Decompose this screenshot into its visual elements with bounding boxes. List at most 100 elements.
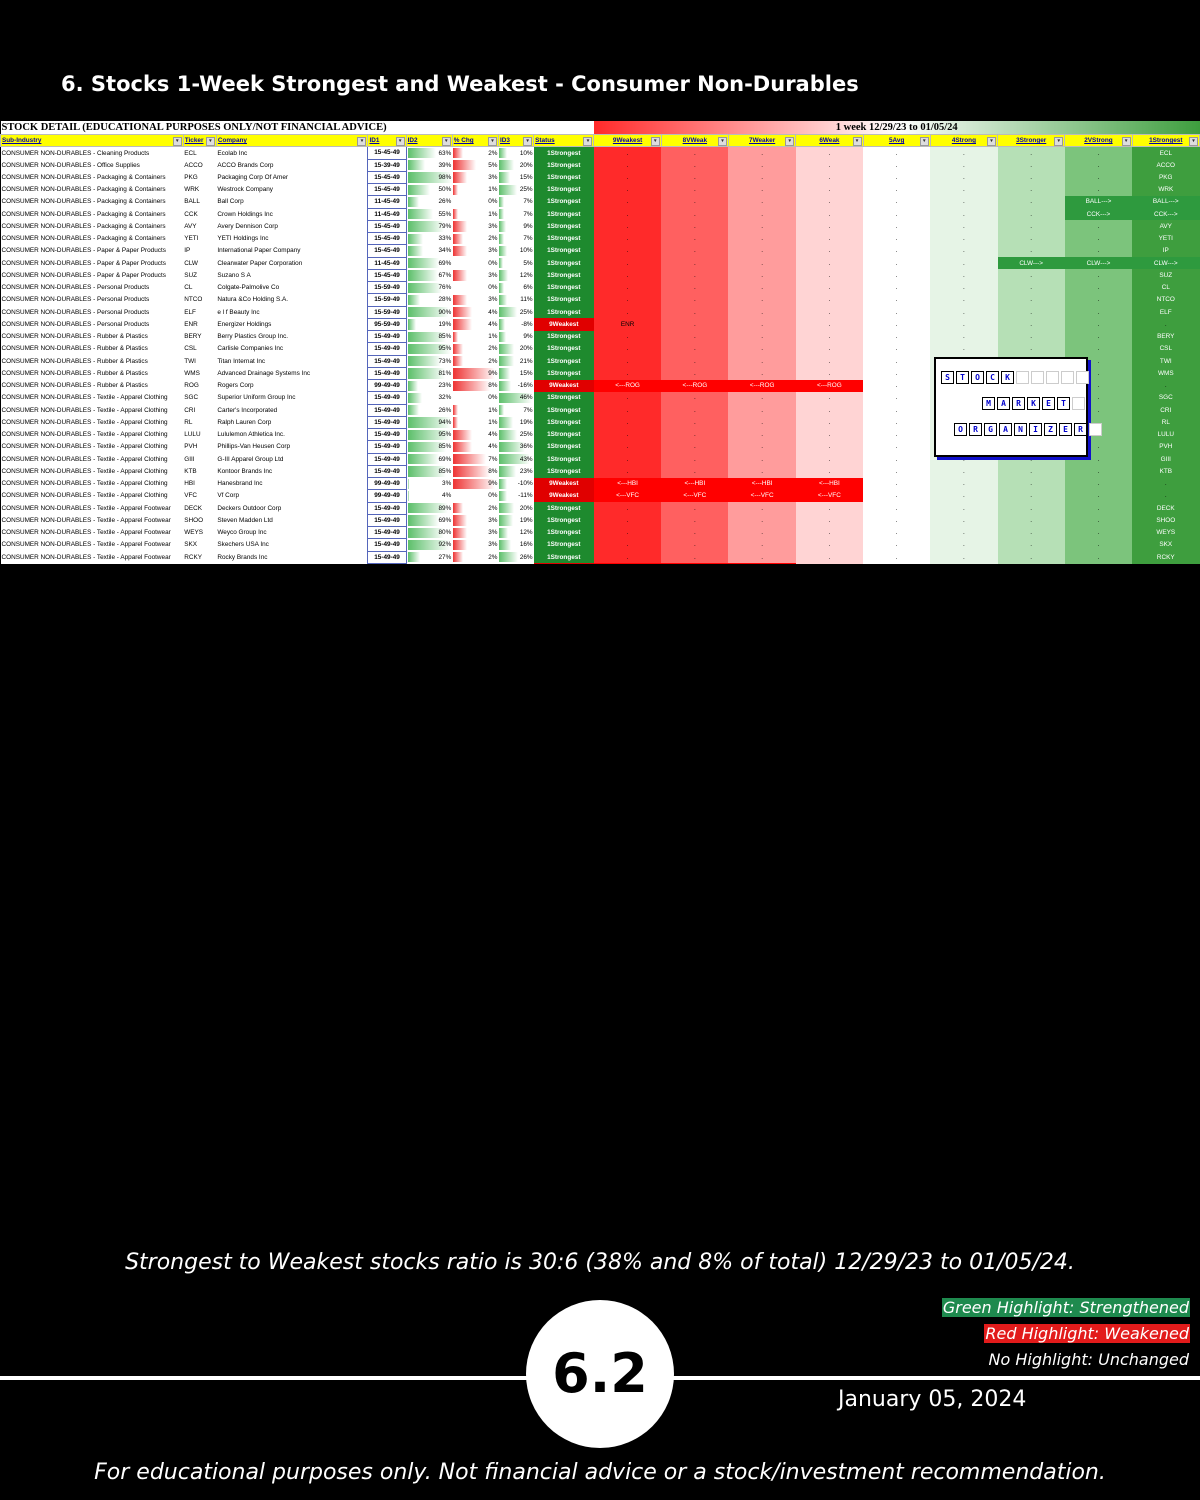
cell-id3: 16% (498, 538, 534, 551)
cell-id1: 15-59-49 (367, 280, 407, 295)
column-header[interactable]: Ticker ▾ (182, 133, 217, 148)
column-header[interactable]: 7Weaker ▾ (727, 133, 797, 148)
filter-dropdown-icon[interactable]: ▾ (357, 137, 367, 146)
table-row: CONSUMER NON-DURABLES - Cleaning Product… (0, 146, 1200, 160)
column-header[interactable]: 5Avg ▾ (862, 133, 931, 148)
cell-pct-chg: 8% (452, 465, 499, 478)
cell-rating: . (930, 183, 998, 196)
column-header[interactable]: 3Stronger ▾ (997, 133, 1066, 148)
filter-dropdown-icon[interactable]: ▾ (1121, 137, 1131, 146)
cell-ticker: BALL (183, 195, 217, 208)
cell-rating: <---HBI (661, 477, 729, 490)
cell-id3-value: 7% (523, 235, 533, 243)
cell-rating: . (593, 281, 662, 294)
cell-id2-value: 39% (438, 161, 452, 169)
cell-rating: . (795, 526, 864, 539)
cell-rating: . (863, 159, 931, 172)
cell-pct-chg-bar (453, 307, 472, 318)
column-header[interactable]: 8VWeak ▾ (660, 133, 729, 148)
filter-dropdown-icon[interactable]: ▾ (395, 137, 405, 146)
cell-id1: 15-49-49 (367, 501, 407, 515)
filter-dropdown-icon[interactable]: ▾ (441, 137, 451, 146)
cell-id2: 4% (406, 489, 453, 502)
cell-rating: <---HBI (795, 477, 864, 490)
filter-dropdown-icon[interactable]: ▾ (919, 137, 929, 146)
cell-id3: 20% (498, 159, 534, 172)
cell-id2-bar (407, 172, 453, 183)
filter-dropdown-icon[interactable]: ▾ (1189, 137, 1198, 146)
filter-dropdown-icon[interactable]: ▾ (785, 137, 795, 146)
column-header[interactable]: 2VStrong ▾ (1064, 133, 1133, 148)
column-header[interactable]: ID2 ▾ (405, 133, 453, 148)
column-header[interactable]: % Chg ▾ (451, 133, 499, 148)
filter-dropdown-icon[interactable]: ▾ (1054, 137, 1064, 146)
filter-dropdown-icon[interactable]: ▾ (523, 137, 533, 146)
cell-id2: 69% (406, 257, 453, 270)
filter-dropdown-icon[interactable]: ▾ (717, 137, 727, 146)
cell-rating: . (661, 514, 729, 527)
cell-company: Rogers Corp (216, 379, 368, 392)
cell-ticker: ACCO (183, 159, 217, 172)
filter-dropdown-icon[interactable]: ▾ (583, 137, 593, 146)
cell-pct-chg-value: 1% (488, 186, 498, 194)
cell-company: Westrock Company (216, 183, 368, 196)
cell-id3: 43% (498, 453, 534, 466)
cell-rating: <---ROG (661, 379, 729, 392)
cell-rating: . (661, 171, 729, 184)
cell-id3-value: 25% (519, 308, 533, 316)
column-header[interactable]: 6Weak ▾ (795, 133, 864, 148)
cell-id2: 3% (406, 477, 453, 490)
cell-rating: . (795, 502, 864, 515)
filter-dropdown-icon[interactable]: ▾ (987, 137, 997, 146)
cell-rating: LULU (1132, 428, 1200, 441)
column-header[interactable]: Sub-Industry ▾ (0, 133, 184, 148)
cell-company: Hanesbrand Inc (216, 477, 368, 490)
cell-pct-chg-value: 4% (488, 431, 498, 439)
cell-rating: . (997, 465, 1065, 478)
cell-company: Lululemon Athletica Inc. (216, 428, 368, 441)
cell-id2-value: 76% (438, 284, 452, 292)
filter-dropdown-icon[interactable]: ▾ (172, 137, 182, 146)
cell-rating: . (728, 355, 796, 368)
cell-pct-chg: 9% (452, 477, 499, 490)
cell-id2-value: 34% (438, 247, 452, 255)
filter-dropdown-icon[interactable]: ▾ (650, 137, 660, 146)
stock-detail-sheet: STOCK DETAIL (EDUCATIONAL PURPOSES ONLY/… (0, 121, 1200, 564)
table-row: CONSUMER NON-DURABLES - Office Supplies A… (0, 158, 1200, 172)
cell-id2: 26% (406, 195, 453, 208)
cell-id1: 15-45-49 (367, 182, 407, 197)
cell-id3-bar (499, 331, 506, 342)
column-header[interactable]: ID3 ▾ (497, 133, 535, 148)
cell-rating: . (661, 465, 729, 478)
cell-id2-value: 69% (438, 455, 452, 463)
cell-id2-bar (407, 245, 424, 256)
cell-id2-value: 81% (438, 369, 452, 377)
column-header[interactable]: ID1 ▾ (367, 133, 407, 148)
column-header[interactable]: Status ▾ (533, 133, 595, 148)
filter-dropdown-icon[interactable]: ▾ (487, 137, 497, 146)
cell-pct-chg-bar (453, 405, 458, 416)
cell-id2-value: 85% (438, 467, 452, 475)
cell-id3: 10% (498, 244, 534, 257)
column-header[interactable]: 9Weakest ▾ (593, 133, 662, 148)
cell-rating: . (661, 330, 729, 343)
cell-rating: <---ROG (593, 379, 662, 392)
cell-rating: . (1064, 563, 1133, 564)
filter-dropdown-icon[interactable]: ▾ (852, 137, 862, 146)
cell-pct-chg-bar (453, 368, 495, 379)
cell-id3-value: 23% (519, 467, 533, 475)
filter-dropdown-icon[interactable]: ▾ (205, 137, 215, 146)
column-header[interactable]: Company ▾ (215, 133, 369, 148)
cell-id3: 7% (498, 208, 534, 221)
cell-pct-chg: 1% (452, 404, 499, 417)
cell-rating: . (795, 563, 864, 564)
cell-ticker: IP (183, 244, 217, 257)
column-header[interactable]: 1Strongest ▾ (1131, 133, 1200, 148)
cell-id2-bar (407, 466, 447, 477)
cell-id2-bar (407, 441, 447, 452)
cell-id3-value: -11% (518, 492, 533, 500)
column-header[interactable]: 4Strong ▾ (929, 133, 999, 148)
cell-pct-chg: 4% (452, 428, 499, 441)
cell-id1: 15-49-49 (367, 342, 407, 356)
logo-letter: T (956, 371, 969, 384)
